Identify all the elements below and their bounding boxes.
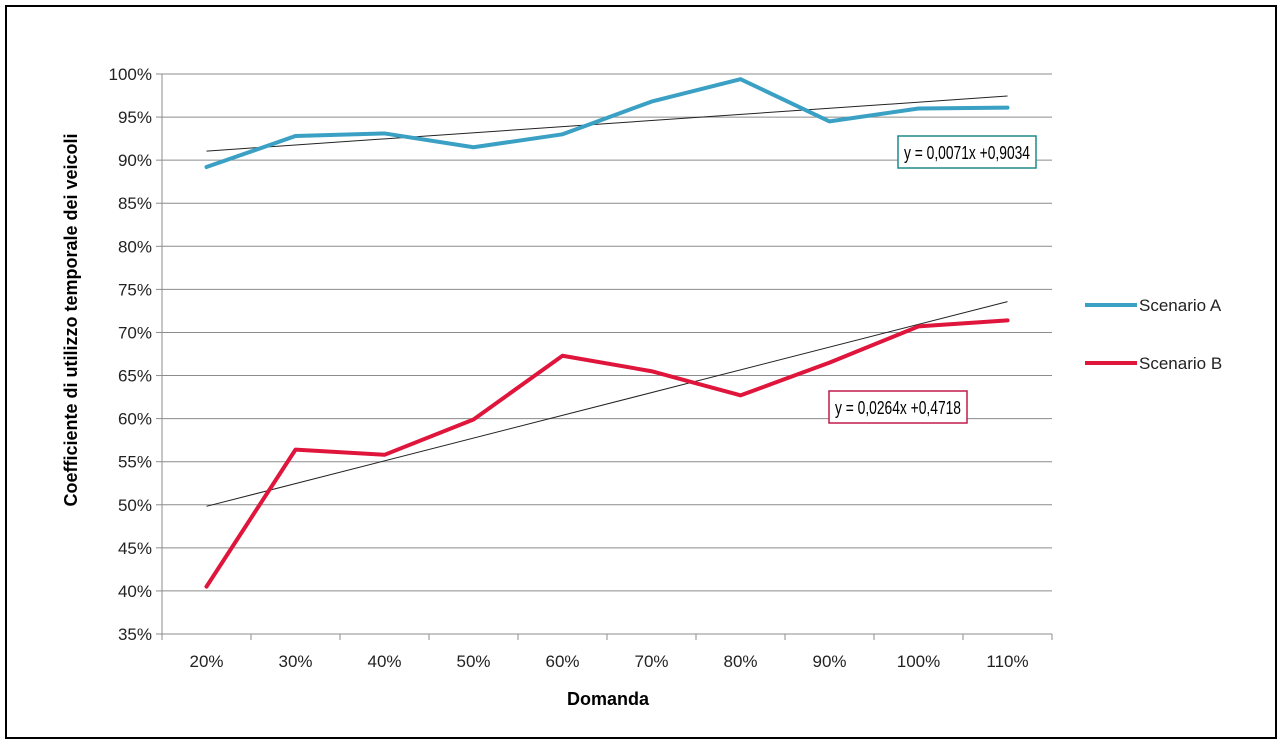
legend: Scenario A Scenario B [1085,296,1222,373]
y-tick-label: 55% [118,453,152,472]
x-tick-label: 80% [723,652,757,671]
x-tick-label: 60% [545,652,579,671]
axes [156,73,1053,640]
x-axis-title: Domanda [567,689,650,709]
trendline-equation: y = 0,0264x +0,4718 [828,390,968,424]
series-lines [204,77,1010,589]
x-tick-label: 70% [634,652,668,671]
y-tick-label: 45% [118,539,152,558]
x-tick-label: 20% [189,652,223,671]
y-axis-title: Coefficiente di utilizzo temporale dei v… [61,133,81,506]
y-tick-label: 100% [109,65,152,84]
x-tick-label: 50% [456,652,490,671]
x-tick-labels: 20% 30% 40% 50% 60% 70% 80% 90% 100% 110% [189,652,1028,671]
y-tick-label: 70% [118,323,152,342]
equation-label: y = 0,0071x +0,9034 [904,143,1030,163]
equation-box [828,390,968,424]
y-tick-label: 35% [118,625,152,644]
equation-box [897,135,1037,169]
y-tick-label: 90% [118,151,152,170]
trendline-equations: y = 0,0071x +0,9034 y = 0,0264x +0,4718 [828,135,1037,424]
y-tick-label: 50% [118,496,152,515]
x-tick-label: 30% [278,652,312,671]
series-line [204,318,1010,589]
y-tick-labels: 35% 40% 45% 50% 55% 60% 65% 70% 75% 80% 85% 90% 95% 1… [109,65,152,644]
trendlines [206,95,1008,507]
legend-item: Scenario B [1085,354,1222,373]
y-tick-label: 95% [118,108,152,127]
trendline [206,95,1008,152]
trendline-equation: y = 0,0071x +0,9034 [897,135,1037,169]
trendline [206,301,1008,507]
chart-frame: 35% 40% 45% 50% 55% 60% 65% 70% 75% 80% 85% 90% 95% 1… [5,5,1277,739]
series-line [204,77,1010,170]
x-tick-label: 40% [367,652,401,671]
legend-label: Scenario A [1139,296,1222,315]
x-tick-label: 110% [986,652,1028,671]
y-tick-label: 75% [118,280,152,299]
equation-label: y = 0,0264x +0,4718 [835,398,961,418]
x-tick-label: 90% [812,652,846,671]
x-tick-label: 100% [897,652,940,671]
legend-item: Scenario A [1085,296,1222,315]
line-chart: 35% 40% 45% 50% 55% 60% 65% 70% 75% 80% 85% 90% 95% 1… [61,65,1222,709]
y-tick-label: 60% [118,410,152,429]
y-tick-label: 80% [118,237,152,256]
legend-label: Scenario B [1139,354,1222,373]
y-tick-label: 40% [118,582,152,601]
y-tick-label: 65% [118,367,152,386]
y-tick-label: 85% [118,194,152,213]
